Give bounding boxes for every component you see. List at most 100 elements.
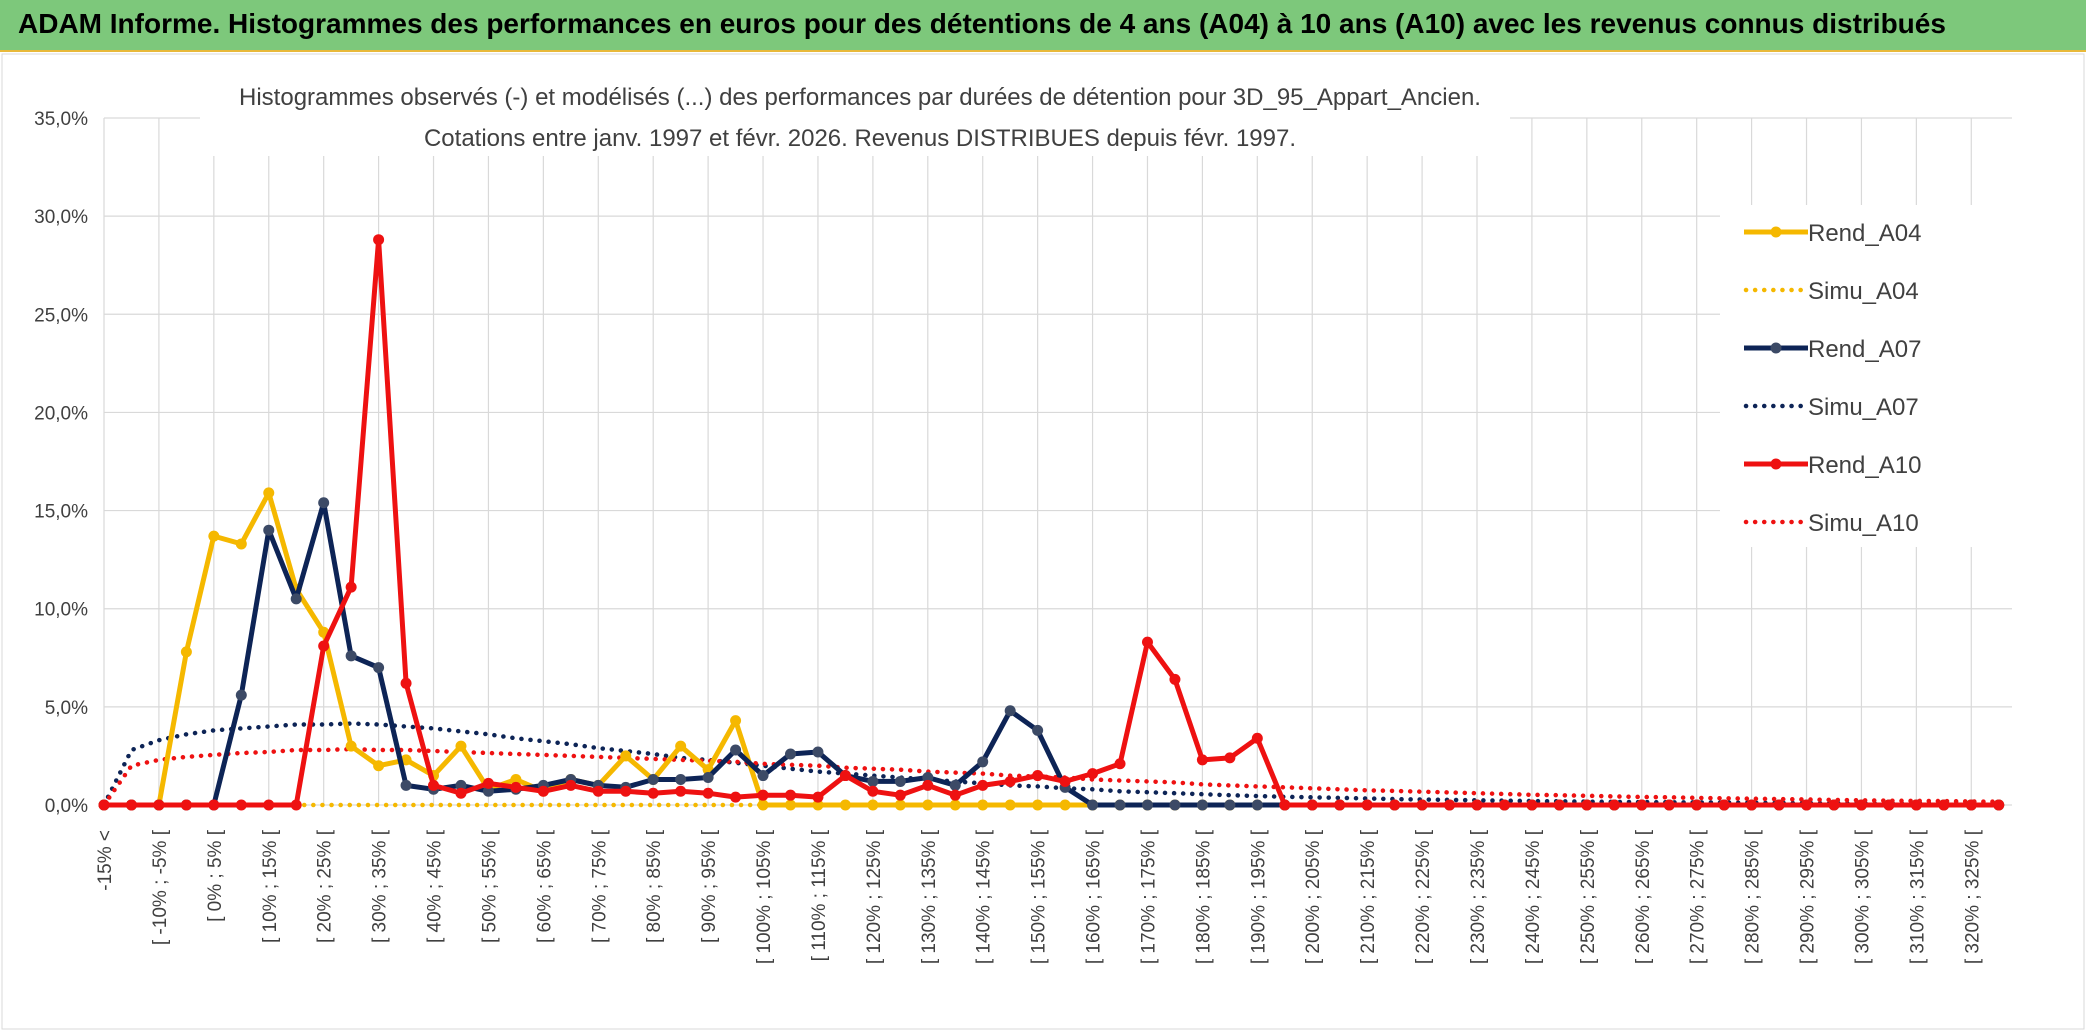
point-rend_a07 [1224,799,1236,811]
legend-label: Simu_A04 [1808,278,1919,305]
point-rend_a04 [1004,799,1016,811]
point-rend_a07 [482,785,494,797]
x-tick-label: [ 80% ; 85% [ [644,829,665,943]
point-rend_a07 [318,497,330,509]
legend-item-rend_a07: Rend_A07 [1744,336,1921,363]
x-tick-label: [ 10% ; 15% [ [260,829,281,943]
point-rend_a04 [180,646,192,658]
point-rend_a10 [400,677,412,689]
point-rend_a10 [1965,799,1977,811]
x-tick-label: [ 140% ; 145% [ [974,829,995,964]
point-rend_a07 [894,775,906,787]
title-backdrop [200,76,1510,156]
point-rend_a10 [208,799,220,811]
point-rend_a10 [1196,754,1208,766]
x-tick-label: [ 300% ; 305% [ [1852,829,1873,964]
point-rend_a04 [1032,799,1044,811]
x-tick-label: [ 180% ; 185% [ [1193,829,1214,964]
x-tick-label: [ 160% ; 165% [ [1084,829,1105,964]
point-rend_a07 [1087,799,1099,811]
x-tick-label: [ 30% ; 35% [ [370,829,391,943]
point-rend_a10 [839,770,851,782]
point-rend_a10 [1279,799,1291,811]
legend-label: Simu_A10 [1808,510,1919,537]
legend-item-simu_a10: Simu_A10 [1743,510,1919,537]
page-title: ADAM Informe. Histogrammes des performan… [18,8,1946,39]
x-tick-label: [ 130% ; 135% [ [919,829,940,964]
series-layer [98,234,2005,811]
point-rend_a10 [263,799,275,811]
point-rend_a10 [537,785,549,797]
x-tick-label: [ 60% ; 65% [ [534,829,555,943]
point-rend_a10 [1169,673,1181,685]
point-rend_a10 [1718,799,1730,811]
x-tick-label: [ 20% ; 25% [ [315,829,336,943]
point-rend_a10 [675,785,687,797]
point-rend_a07 [1114,799,1126,811]
legend-label: Simu_A07 [1808,394,1919,421]
point-rend_a07 [867,775,879,787]
point-rend_a10 [373,234,385,246]
x-tick-label: [ 230% ; 235% [ [1468,829,1489,964]
point-rend_a10 [1910,799,1922,811]
x-tick-label: [ 270% ; 275% [ [1688,829,1709,964]
point-rend_a10 [98,799,110,811]
legend-item-rend_a04: Rend_A04 [1744,220,1921,247]
point-rend_a10 [1581,799,1593,811]
point-rend_a07 [812,746,824,758]
point-rend_a07 [1004,705,1016,717]
point-rend_a10 [812,791,824,803]
point-rend_a10 [922,779,934,791]
point-rend_a10 [1087,768,1099,780]
x-tick-label: [ 190% ; 195% [ [1248,829,1269,964]
x-tick-label: [ 220% ; 225% [ [1413,829,1434,964]
point-rend_a10 [1993,799,2005,811]
point-rend_a10 [1883,799,1895,811]
x-tick-label: [ 90% ; 95% [ [699,829,720,943]
legend-item-rend_a10: Rend_A10 [1744,452,1921,479]
x-tick-label: -15% < [95,830,116,891]
point-rend_a07 [647,773,659,785]
point-rend_a10 [125,799,137,811]
point-rend_a04 [730,715,742,727]
point-rend_a10 [1938,799,1950,811]
x-tick-label: [ 0% ; 5% [ [205,829,226,922]
point-rend_a10 [428,779,440,791]
point-rend_a10 [510,781,522,793]
x-tick-label: [ 260% ; 265% [ [1633,829,1654,964]
legend: Rend_A04 Simu_A04 Rend_A07 Simu_A07 Rend_A10… [1743,220,1921,537]
legend-item-simu_a04: Simu_A04 [1743,278,1919,305]
legend-marker [1770,226,1782,238]
point-rend_a04 [675,740,687,752]
point-rend_a10 [1361,799,1373,811]
point-rend_a04 [894,799,906,811]
point-rend_a07 [455,779,467,791]
line-simu_a10 [101,746,2001,808]
chart-title: Histogrammes observés (-) et modélisés (… [239,84,1481,111]
point-rend_a07 [263,524,275,536]
point-rend_a04 [757,799,769,811]
point-rend_a10 [894,789,906,801]
legend-marker [1770,458,1782,470]
x-axis-ticks: -15% < [ -10% ; -5% [[ 0% ; 5% [[ 10% ; 1… [95,829,1983,964]
point-rend_a10 [1691,799,1703,811]
point-rend_a10 [455,787,467,799]
point-rend_a10 [1773,799,1785,811]
legend-label: Rend_A10 [1808,452,1921,479]
point-rend_a04 [620,750,632,762]
point-rend_a10 [1801,799,1813,811]
point-rend_a07 [1141,799,1153,811]
point-rend_a10 [785,789,796,801]
point-rend_a07 [290,593,302,605]
series-rend_a10 [98,234,2005,811]
point-rend_a07 [235,689,247,701]
x-tick-label: [ 150% ; 155% [ [1029,829,1050,964]
point-rend_a10 [565,779,577,791]
point-rend_a07 [675,773,687,785]
chart-subtitle: Cotations entre janv. 1997 et févr. 2026… [424,125,1296,152]
point-rend_a10 [1224,752,1236,764]
x-tick-label: [ 210% ; 215% [ [1358,829,1379,964]
point-rend_a07 [757,770,769,782]
point-rend_a04 [263,487,275,499]
point-rend_a07 [1169,799,1181,811]
